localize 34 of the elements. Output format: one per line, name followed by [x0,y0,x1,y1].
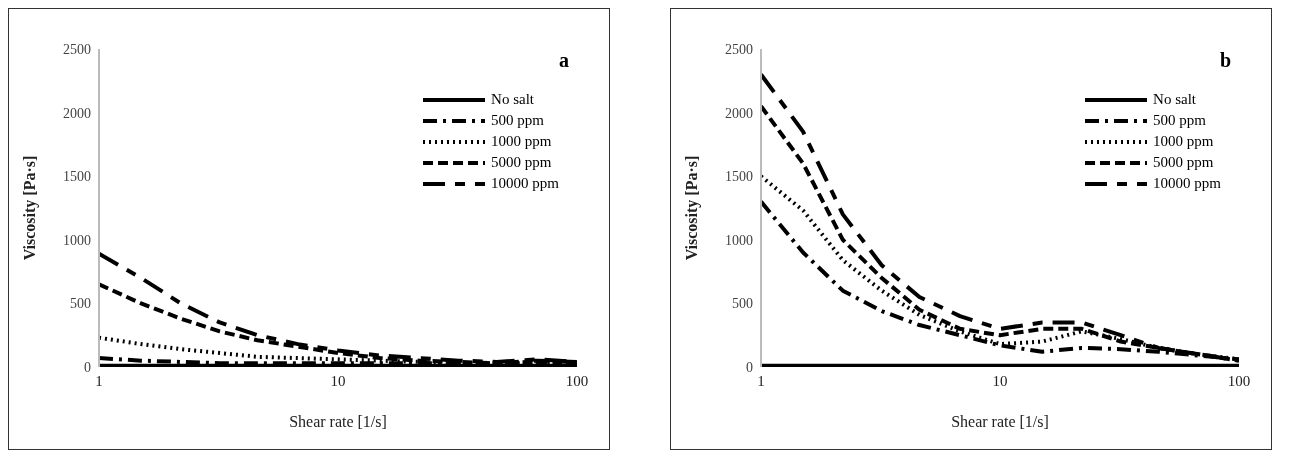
y-tick-label: 0 [746,359,753,375]
y-tick-label: 2500 [725,41,753,57]
chart-title: a [559,49,569,72]
legend-label: 1000 ppm [1153,132,1214,151]
y-tick-label: 0 [84,359,91,375]
x-tick-label: 1 [757,372,765,389]
legend-label: 5000 ppm [491,153,552,172]
x-tick-label: 100 [565,372,589,389]
y-tick-label: 2500 [63,41,91,57]
x-axis-title: Shear rate [1/s] [951,413,1049,430]
y-axis-title: Viscosity [Pa·s] [682,155,701,261]
x-tick-label: 10 [992,372,1008,389]
legend-label: 1000 ppm [491,132,552,151]
x-tick-label: 1 [95,372,103,389]
legend-label: No salt [491,90,534,109]
y-tick-label: 2000 [725,105,753,121]
legend-label: 10000 ppm [1153,174,1221,193]
legend-label: No salt [1153,90,1196,109]
x-tick-label: 10 [330,372,346,389]
legend-label: 500 ppm [1153,111,1206,130]
x-axis-title: Shear rate [1/s] [289,413,387,430]
legend-label: 500 ppm [491,111,544,130]
x-tick-label: 100 [1227,372,1251,389]
y-tick-label: 1000 [63,232,91,248]
chart-title: b [1219,49,1231,72]
y-axis-title: Viscosity [Pa·s] [20,155,39,261]
y-tick-label: 1500 [63,169,91,185]
y-tick-label: 1500 [725,169,753,185]
legend-label: 5000 ppm [1153,153,1214,172]
y-tick-label: 2000 [63,105,91,121]
legend-label: 10000 ppm [491,174,559,193]
y-tick-label: 500 [70,296,91,312]
y-tick-label: 1000 [725,232,753,248]
y-tick-label: 500 [732,296,753,312]
